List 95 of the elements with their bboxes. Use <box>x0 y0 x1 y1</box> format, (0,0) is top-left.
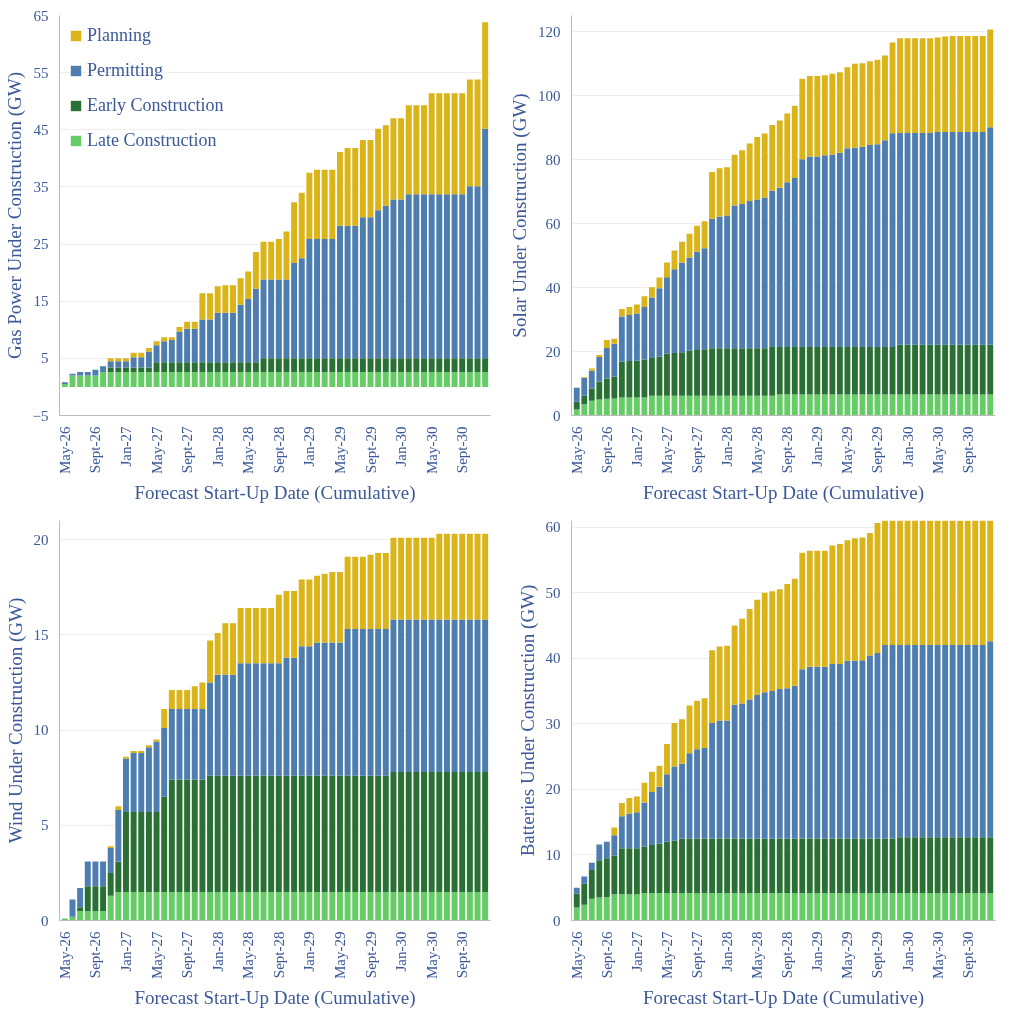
x-tick-label: May-26 <box>568 931 585 979</box>
x-tick-label: Sept-28 <box>779 426 796 474</box>
x-tick-label: May-29 <box>331 426 348 474</box>
x-tick-label: Sept-26 <box>87 426 104 474</box>
y-tick-label: 25 <box>33 236 49 253</box>
x-tick-label: May-27 <box>148 931 165 979</box>
x-tick-label: Jan-30 <box>899 931 916 972</box>
x-tick-label: Sept-28 <box>779 931 796 979</box>
x-tick-label: Jan-28 <box>719 426 736 467</box>
x-tick-label: Sept-26 <box>598 931 615 979</box>
x-tick-label: May-29 <box>839 426 856 474</box>
x-tick-label: May-30 <box>423 426 440 474</box>
y-tick-label: 80 <box>545 151 561 168</box>
x-tick-label: Sept-29 <box>869 426 886 474</box>
y-tick-label: 40 <box>545 650 561 667</box>
x-tick-label: Sept-30 <box>959 931 976 979</box>
y-tick-label: 0 <box>41 912 49 929</box>
x-tick-label: Jan-29 <box>809 426 826 467</box>
y-tick-label: 10 <box>33 722 49 739</box>
y-tick-label: 65 <box>33 7 49 24</box>
y-tick-label: 20 <box>545 781 561 798</box>
x-tick-label: Jan-27 <box>117 931 134 972</box>
x-tick-label: Jan-28 <box>209 426 226 467</box>
x-tick-label: May-27 <box>658 426 675 474</box>
y-axis-title: Batteries Under Construction (GW) <box>516 584 539 857</box>
x-tick-label: Sept-27 <box>689 426 706 474</box>
x-tick-label: May-28 <box>749 931 766 979</box>
x-tick-label: Jan-28 <box>719 931 736 972</box>
y-tick-label: 10 <box>545 846 561 863</box>
x-tick-label: May-27 <box>658 931 675 979</box>
x-tick-label: May-28 <box>240 426 257 474</box>
x-tick-label: Jan-28 <box>209 931 226 972</box>
y-tick-label: 0 <box>553 407 561 424</box>
legend-label: Late Construction <box>87 130 217 151</box>
x-tick-label: Jan-27 <box>628 931 645 972</box>
y-tick-label: 20 <box>33 531 49 548</box>
y-tick-label: 20 <box>545 343 561 360</box>
x-tick-label: Sept-27 <box>689 931 706 979</box>
x-tick-label: Sept-30 <box>959 426 976 474</box>
x-tick-label: May-26 <box>56 931 73 979</box>
x-tick-label: May-30 <box>929 426 946 474</box>
y-tick-label: −5 <box>32 407 49 424</box>
x-tick-label: Jan-29 <box>301 931 318 972</box>
x-tick-label: May-28 <box>749 426 766 474</box>
x-axis-title: Forecast Start-Up Date (Cumulative) <box>642 986 925 1009</box>
legend-label: Planning <box>87 25 152 46</box>
y-tick-label: 40 <box>545 279 561 296</box>
y-tick-label: 0 <box>553 912 561 929</box>
x-tick-label: Jan-30 <box>393 931 410 972</box>
x-axis-title: Forecast Start-Up Date (Cumulative) <box>134 481 416 504</box>
x-tick-label: May-30 <box>423 931 440 979</box>
x-tick-label: Sept-29 <box>362 931 379 979</box>
y-tick-label: 5 <box>41 350 49 367</box>
x-tick-label: Sept-28 <box>270 931 287 979</box>
x-tick-label: May-27 <box>148 426 165 474</box>
x-tick-label: May-29 <box>331 931 348 979</box>
x-tick-label: Sept-27 <box>179 931 196 979</box>
y-tick-label: 60 <box>545 215 561 232</box>
x-tick-label: May-29 <box>839 931 856 979</box>
x-tick-label: Jan-29 <box>301 426 318 467</box>
y-axis-title: Wind Under Construction (GW) <box>4 597 27 844</box>
x-tick-label: Sept-28 <box>270 426 287 474</box>
y-tick-label: 15 <box>33 293 49 310</box>
y-axis-title: Gas Power Under Construction (GW) <box>3 71 26 360</box>
x-tick-label: May-26 <box>568 426 585 474</box>
y-axis-title: Solar Under Construction (GW) <box>509 93 531 338</box>
y-tick-label: 60 <box>545 519 561 536</box>
x-tick-label: Sept-26 <box>598 426 615 474</box>
y-tick-label: 120 <box>538 23 561 40</box>
x-tick-label: Jan-27 <box>117 426 134 467</box>
y-tick-label: 100 <box>538 87 561 104</box>
y-tick-label: 55 <box>33 64 49 81</box>
y-tick-label: 50 <box>545 584 561 601</box>
y-tick-label: 45 <box>33 121 49 138</box>
legend-label: Permitting <box>87 60 163 81</box>
y-tick-label: 15 <box>33 626 49 643</box>
legend-label: Early Construction <box>87 95 224 116</box>
x-tick-label: Jan-29 <box>809 931 826 972</box>
y-tick-label: 35 <box>33 178 49 195</box>
x-tick-label: Jan-30 <box>899 426 916 467</box>
x-tick-label: Jan-30 <box>393 426 410 467</box>
x-tick-label: Sept-29 <box>869 931 886 979</box>
x-tick-label: Sept-26 <box>87 931 104 979</box>
x-tick-label: May-26 <box>56 426 73 474</box>
x-axis-title: Forecast Start-Up Date (Cumulative) <box>134 986 416 1009</box>
x-tick-label: Jan-27 <box>628 426 645 467</box>
x-tick-label: May-28 <box>240 931 257 979</box>
x-tick-label: May-30 <box>929 931 946 979</box>
x-tick-label: Sept-30 <box>454 931 471 979</box>
y-tick-label: 30 <box>545 715 561 732</box>
x-tick-label: Sept-29 <box>362 426 379 474</box>
y-tick-label: 5 <box>41 817 49 834</box>
x-tick-label: Sept-27 <box>179 426 196 474</box>
x-tick-label: Sept-30 <box>454 426 471 474</box>
x-axis-title: Forecast Start-Up Date (Cumulative) <box>642 481 925 504</box>
